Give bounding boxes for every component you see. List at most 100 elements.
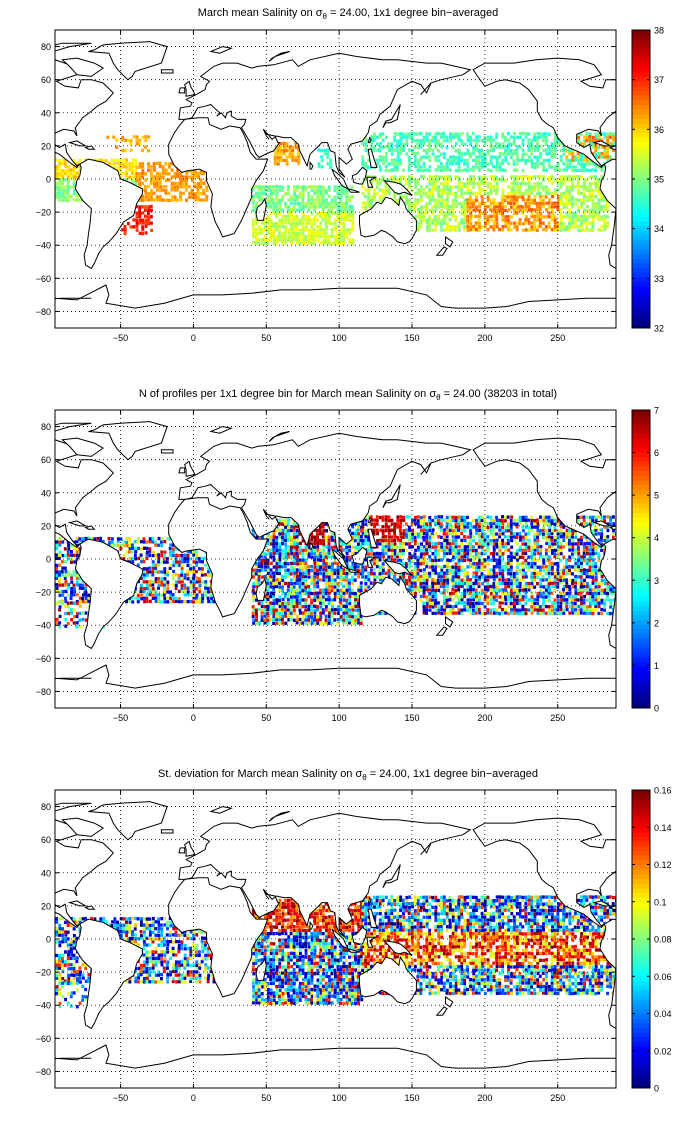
bin-cell (277, 158, 281, 163)
bin-cell (324, 241, 328, 245)
bin-cell (588, 192, 592, 196)
bin-cell (159, 540, 163, 544)
bin-cell (492, 178, 496, 182)
bin-cell (324, 555, 328, 559)
bin-cell (359, 585, 363, 589)
bin-cell (313, 191, 317, 196)
bin-cell (541, 178, 545, 182)
bin-cell (63, 178, 67, 182)
bin-cell (278, 528, 282, 532)
bin-cell (301, 235, 305, 239)
bin-cell (252, 618, 256, 622)
bin-cell (254, 562, 258, 566)
bin-cell (597, 139, 601, 143)
bin-cell (478, 178, 482, 182)
bin-cell (278, 185, 282, 189)
bin-cell (342, 604, 346, 608)
bin-cell (527, 181, 531, 186)
bin-cell (81, 611, 85, 615)
bin-cell (547, 211, 551, 215)
bin-cell (295, 535, 299, 539)
bin-cell (556, 188, 560, 192)
bin-cell (393, 194, 397, 199)
bin-cell (128, 162, 132, 166)
bin-cell (568, 218, 572, 222)
bin-cell (536, 158, 540, 163)
bin-cell (428, 221, 432, 226)
bin-cell (258, 185, 262, 189)
bin-cell (568, 195, 572, 199)
bin-cell (367, 548, 370, 553)
bin-cell (278, 201, 282, 205)
bin-cell (498, 208, 502, 212)
bin-cell (527, 148, 531, 152)
bin-cell (328, 611, 331, 615)
bin-cell (278, 608, 282, 612)
bin-cell (138, 231, 142, 235)
bin-cell (264, 565, 268, 569)
bin-cell (140, 560, 144, 564)
bin-cell (176, 185, 180, 189)
bin-cell (600, 205, 604, 209)
bin-cell (510, 195, 514, 199)
bin-cell (507, 148, 510, 153)
bin-cell (345, 231, 349, 235)
bin-cell (207, 570, 211, 574)
bin-cell (140, 583, 143, 588)
bin-cell (510, 181, 514, 186)
bin-cell (199, 181, 203, 186)
bin-cell (410, 135, 414, 139)
bin-cell (293, 542, 296, 546)
bin-cell (585, 215, 589, 219)
bin-cell (524, 208, 528, 212)
bin-cell (322, 572, 326, 576)
bin-cell (339, 231, 343, 235)
bin-cell (416, 168, 420, 173)
bin-cell (310, 604, 314, 609)
bin-cell (333, 585, 337, 589)
bin-cell (574, 158, 578, 162)
bin-cell (582, 228, 586, 232)
bin-cell (316, 575, 320, 579)
bin-cell (372, 575, 376, 579)
bin-cell (87, 599, 91, 604)
bin-cell (328, 584, 332, 589)
bin-cell (72, 546, 76, 550)
bin-cell (378, 555, 382, 559)
bin-cell (287, 525, 291, 529)
bin-cell (324, 522, 328, 526)
bin-cell (469, 201, 473, 205)
colorbar-tick-label: 35 (654, 175, 664, 185)
bin-cell (55, 586, 59, 590)
bin-cell (463, 214, 467, 219)
bin-cell (565, 191, 569, 195)
bin-cell (275, 212, 279, 216)
bin-cell (512, 158, 516, 163)
bin-cell (428, 188, 432, 192)
bin-cell (408, 208, 412, 212)
bin-cell (295, 568, 299, 572)
bin-cell (284, 218, 288, 222)
bin-cell (348, 204, 352, 209)
bin-cell (280, 218, 284, 222)
bin-cell (283, 564, 287, 569)
bin-cell (128, 546, 132, 551)
bin-cell (126, 138, 130, 143)
bin-cell (329, 158, 333, 162)
bin-cell (73, 184, 77, 189)
bin-cell (251, 225, 255, 229)
bin-cell (562, 148, 566, 152)
bin-cell (501, 198, 504, 202)
bin-cell (55, 570, 59, 574)
bin-cell (466, 132, 469, 136)
bin-cell (266, 601, 270, 605)
bin-cell (57, 198, 61, 202)
bin-cell (186, 557, 190, 561)
bin-cell (191, 192, 194, 196)
bin-cell (301, 598, 305, 602)
bin-cell (348, 212, 352, 216)
bin-cell (434, 138, 438, 142)
bin-cell (174, 573, 178, 577)
bin-cell (565, 162, 569, 166)
bin-cell (356, 565, 360, 569)
